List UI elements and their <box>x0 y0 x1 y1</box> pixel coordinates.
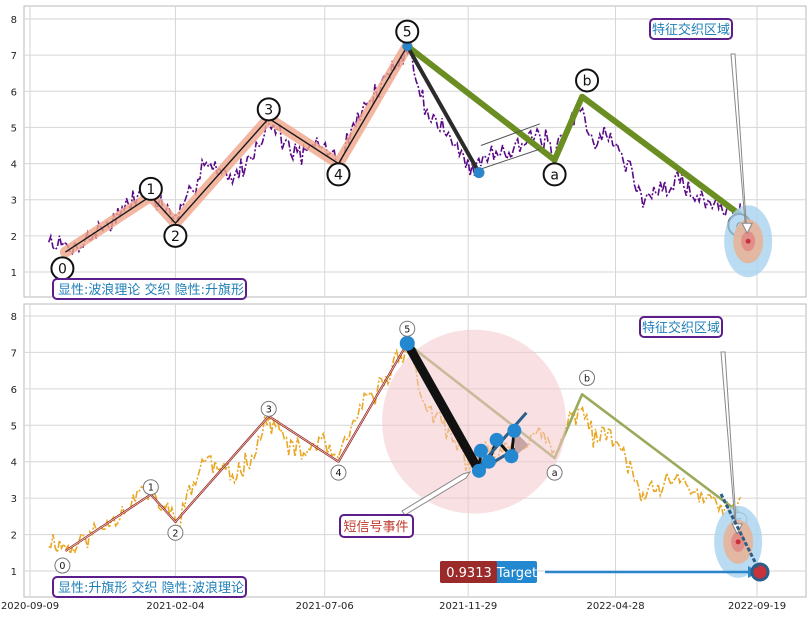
wave-label-circle <box>326 162 351 187</box>
y-tick-label: 3 <box>11 196 17 207</box>
wave-label-circle <box>163 223 188 248</box>
wave-label-circle <box>256 97 281 122</box>
wave-label-circle <box>542 162 567 187</box>
target-dot <box>750 562 770 582</box>
region-label: 特征交织区域 <box>642 320 720 336</box>
target-value-box <box>440 561 497 583</box>
pattern-label-box <box>52 576 247 598</box>
y-tick-label: 2 <box>11 531 17 542</box>
event-label-box <box>339 514 414 538</box>
pivot-dot <box>399 335 415 351</box>
region-center-dot <box>745 238 751 244</box>
flag-point <box>504 449 519 464</box>
projection-line <box>719 493 760 569</box>
target-label: Target <box>496 566 537 581</box>
x-tick-label: 2020-09-09 <box>1 601 59 612</box>
y-tick-label: 7 <box>11 348 17 359</box>
flag-channel-top <box>480 123 541 146</box>
signal-zone-circle <box>382 329 567 514</box>
wave-label-circle <box>579 369 596 386</box>
y-tick-label: 8 <box>11 15 17 26</box>
y-tick-label: 5 <box>11 123 17 134</box>
wave-label-circle <box>575 68 600 93</box>
flag-point <box>473 443 488 458</box>
x-tick-label: 2021-02-04 <box>146 601 204 612</box>
x-tick-label: 2021-11-29 <box>439 601 497 612</box>
wave-label: 0 <box>58 261 67 277</box>
wave-label: b <box>584 373 590 384</box>
wave-label: 2 <box>172 528 178 539</box>
wave-label-circle <box>330 464 347 481</box>
y-tick-label: 4 <box>11 458 17 469</box>
y-tick-label: 1 <box>11 268 17 279</box>
y-tick-label: 3 <box>11 494 17 505</box>
y-tick-label: 6 <box>11 87 17 98</box>
x-tick-label: 2022-09-19 <box>728 601 786 612</box>
y-tick-label: 6 <box>11 385 17 396</box>
wave-label: 4 <box>334 167 343 183</box>
flag-channel-bottom <box>480 148 541 170</box>
y-tick-label: 7 <box>11 51 17 62</box>
wave-label: a <box>550 167 559 183</box>
region-arrow <box>730 53 753 235</box>
flag-point <box>481 454 496 469</box>
y-tick-label: 8 <box>11 312 17 323</box>
panel-bottom: 12345678012345abc特征交织区域显性:升旗形 交织 隐性:波浪理论… <box>11 303 807 598</box>
wave-label: 3 <box>266 404 272 415</box>
wave-label-circle <box>395 19 420 44</box>
flag-point <box>489 432 504 447</box>
y-tick-label: 5 <box>11 421 17 432</box>
impulse-wave-inner <box>65 343 408 552</box>
wave-label: 5 <box>404 324 410 335</box>
wave-label: 3 <box>264 102 273 118</box>
drop-leg-line <box>402 338 484 476</box>
panel-top: 12345678012345abc特征交织区域显性:波浪理论 交织 隐性:升旗形 <box>11 5 807 300</box>
corrective-wave-line <box>404 43 743 218</box>
y-tick-label: 2 <box>11 232 17 243</box>
wave-label-circle <box>399 320 416 337</box>
x-tick-label: 2022-04-28 <box>586 601 644 612</box>
wave-label: 2 <box>171 229 180 245</box>
pattern-label: 显性:波浪理论 交织 隐性:升旗形 <box>58 282 244 298</box>
pattern-label-box <box>52 278 247 300</box>
pattern-label: 显性:升旗形 交织 隐性:波浪理论 <box>58 580 244 596</box>
wave-label: b <box>583 73 592 89</box>
wave-label: 5 <box>403 25 412 41</box>
region-center-dot <box>735 539 741 545</box>
wave-label-circle <box>167 524 184 541</box>
flag-tip <box>514 430 529 457</box>
event-arrow <box>401 471 472 516</box>
wave-label: a <box>552 468 558 479</box>
y-tick-label: 4 <box>11 160 17 171</box>
wave-label-circle <box>546 464 563 481</box>
drop-leg-line <box>405 45 481 174</box>
price-line <box>48 346 742 557</box>
wave-label: 4 <box>335 468 341 479</box>
wave-label: 1 <box>146 182 155 198</box>
x-tick-label: 2021-07-06 <box>296 601 354 612</box>
region-label: 特征交织区域 <box>652 22 730 38</box>
impulse-wave-line <box>65 45 408 253</box>
wave-label-circle <box>142 479 159 496</box>
region-label-box <box>649 18 733 40</box>
wave-label-circle <box>260 400 277 417</box>
region-label-box <box>639 316 723 338</box>
wave-label-circle <box>138 176 163 201</box>
flag-point <box>471 463 486 478</box>
wave-label: 1 <box>148 483 154 494</box>
pivot-dot <box>473 167 485 179</box>
y-tick-label: 1 <box>11 567 17 578</box>
wave-label: 0 <box>59 561 65 572</box>
flag-point <box>507 423 522 438</box>
event-label: 短信号事件 <box>343 520 408 535</box>
target-value: 0.9313 <box>446 566 492 581</box>
wave-label-circle <box>54 557 71 574</box>
pivot-dot <box>402 41 413 52</box>
